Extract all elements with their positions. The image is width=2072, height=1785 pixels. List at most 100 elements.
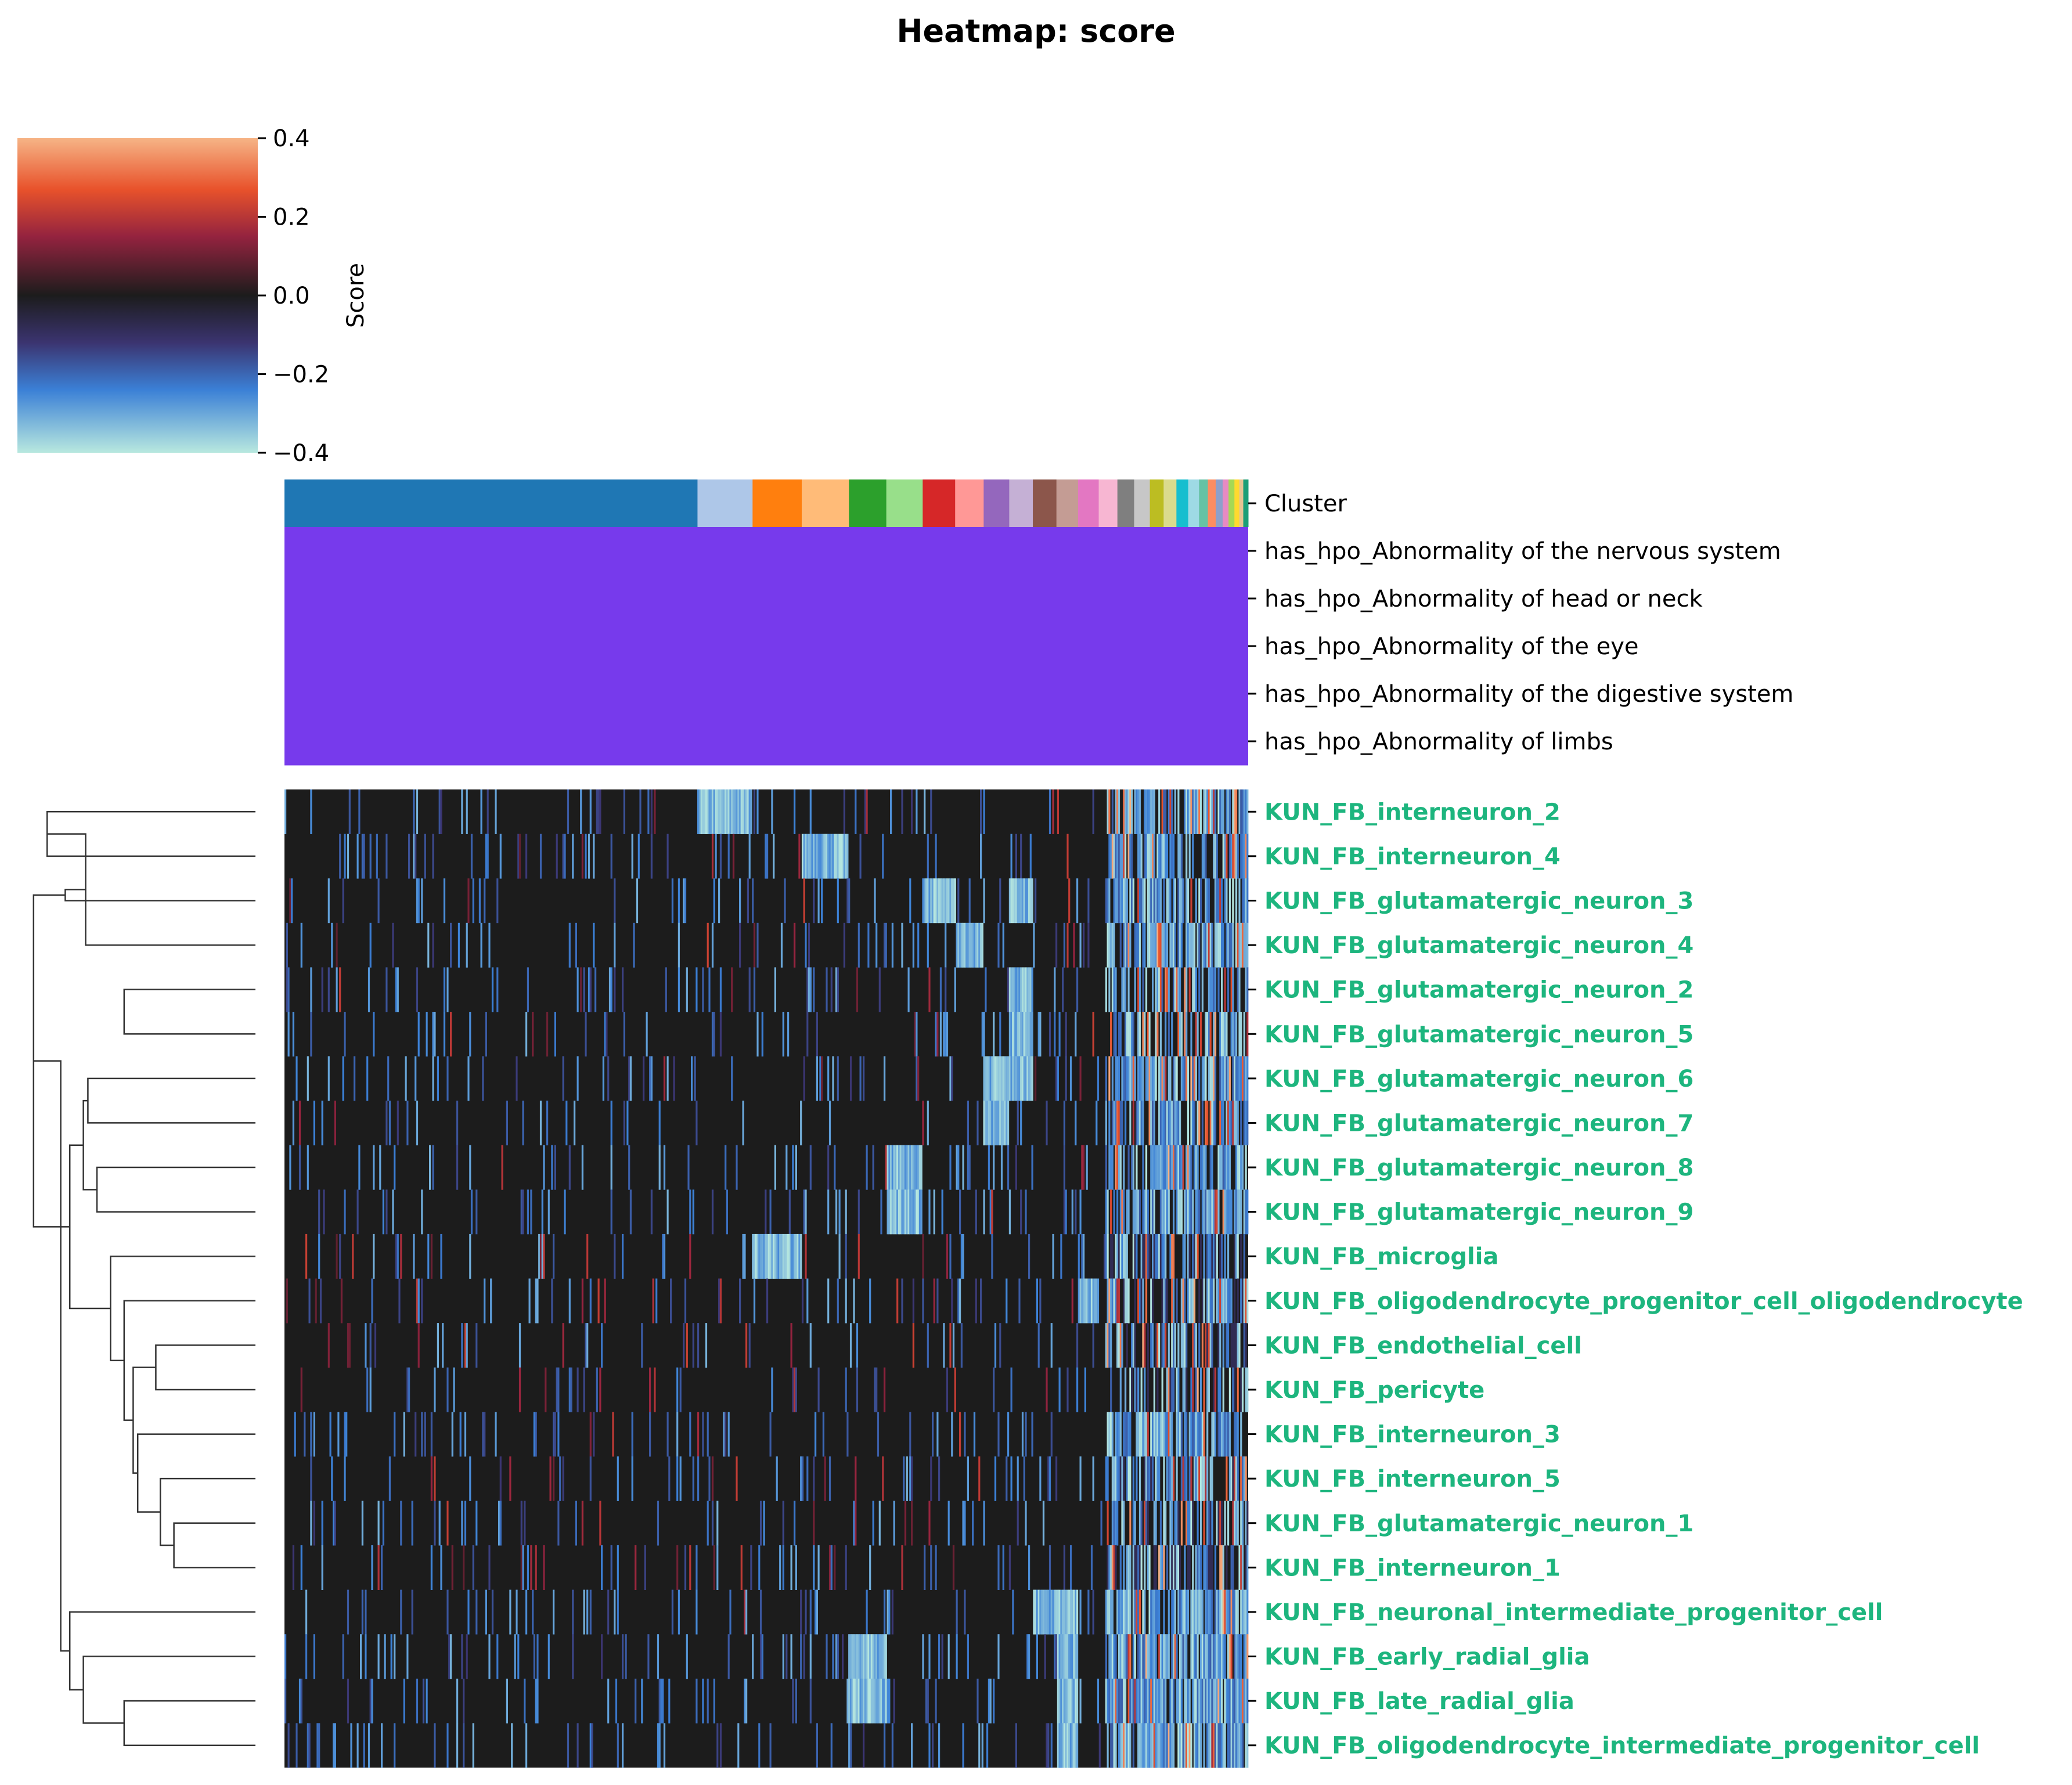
heatmap-cell: [1163, 834, 1165, 879]
heatmap-cell: [1097, 1678, 1100, 1723]
heatmap-cell: [1017, 878, 1019, 924]
heatmap-cell: [911, 1501, 913, 1546]
heatmap-cell: [882, 1456, 884, 1501]
heatmap-cell: [1217, 789, 1220, 834]
cluster-band: [1056, 479, 1079, 527]
heatmap-cell: [1138, 922, 1141, 968]
heatmap-cell: [1243, 1056, 1245, 1101]
heatmap-cell: [697, 1412, 700, 1457]
heatmap-cell: [1150, 789, 1152, 834]
heatmap-cell: [539, 1234, 542, 1279]
heatmap-cell: [1177, 967, 1180, 1012]
heatmap-cell: [1118, 1323, 1120, 1368]
heatmap-cell: [1129, 1012, 1132, 1056]
heatmap-cell: [1216, 1189, 1218, 1235]
heatmap-cell: [1118, 834, 1120, 879]
heatmap-cell: [1232, 1056, 1234, 1101]
heatmap-cell: [347, 1589, 349, 1635]
heatmap-cell: [461, 789, 463, 834]
heatmap-cell: [803, 834, 805, 879]
heatmap-cell: [766, 1234, 769, 1279]
heatmap-cell: [358, 789, 361, 834]
heatmap-cell: [1127, 1678, 1130, 1723]
annotation-label: has_hpo_Abnormality of the eye: [1264, 633, 1639, 660]
heatmap-cell: [1219, 1234, 1221, 1279]
heatmap-cell: [1144, 834, 1146, 879]
heatmap-cell: [1165, 1501, 1167, 1546]
heatmap-cell: [1161, 1367, 1163, 1412]
heatmap-cell: [1002, 922, 1004, 968]
heatmap-cell: [1105, 1456, 1107, 1501]
heatmap-cell: [817, 834, 820, 879]
heatmap-cell: [1206, 1323, 1209, 1368]
heatmap-cell: [1235, 1634, 1238, 1679]
heatmap-cell: [878, 1501, 881, 1546]
heatmap-cell: [1111, 1056, 1114, 1101]
cluster-band: [1163, 479, 1177, 527]
heatmap-cell: [415, 1412, 417, 1457]
heatmap-cell: [856, 967, 859, 1012]
heatmap-cell: [678, 922, 680, 968]
heatmap-cell: [848, 1634, 851, 1679]
heatmap-cell: [617, 1589, 619, 1635]
heatmap-cell: [1000, 1145, 1003, 1190]
heatmap-cell: [1234, 834, 1236, 879]
heatmap-cell: [1201, 1056, 1203, 1101]
heatmap-cell: [1159, 1723, 1162, 1768]
heatmap-cell: [1161, 1278, 1163, 1324]
heatmap-cell: [1107, 1678, 1109, 1723]
heatmap-cell: [1140, 1412, 1143, 1457]
heatmap-cell: [1209, 1056, 1212, 1101]
heatmap-cell: [541, 1189, 543, 1235]
heatmap-cell: [856, 1367, 859, 1412]
heatmap-cell: [1221, 1278, 1223, 1324]
heatmap-cell: [1208, 922, 1210, 968]
heatmap-cell: [1245, 967, 1247, 1012]
heatmap-cell: [1198, 789, 1201, 834]
heatmap-cell: [1155, 1234, 1157, 1279]
annotation-band: [284, 717, 1248, 766]
heatmap-cell: [1028, 1056, 1030, 1101]
heatmap-cell: [413, 834, 415, 879]
heatmap-cell: [999, 1101, 1001, 1146]
heatmap-cell: [907, 967, 910, 1012]
heatmap-cell: [304, 1412, 306, 1457]
heatmap-cell: [1125, 1678, 1127, 1723]
heatmap-cell: [1235, 834, 1238, 879]
heatmap-cell: [1057, 1723, 1059, 1768]
heatmap-cell: [663, 1145, 666, 1190]
heatmap-cell: [1237, 1056, 1239, 1101]
heatmap-cell: [1111, 1145, 1114, 1190]
heatmap-cell: [1097, 1278, 1100, 1324]
heatmap-cell: [1145, 1634, 1148, 1679]
heatmap-cell: [930, 878, 932, 924]
heatmap-cell: [1115, 1056, 1117, 1101]
heatmap-cell: [795, 1145, 797, 1190]
heatmap-cell: [1228, 834, 1231, 879]
heatmap-cell: [1214, 1056, 1217, 1101]
heatmap-cell: [686, 1634, 688, 1679]
heatmap-cell: [756, 1234, 759, 1279]
heatmap-cell: [911, 1145, 913, 1190]
heatmap-cell: [821, 878, 823, 924]
heatmap-cell: [670, 1278, 672, 1324]
heatmap-cell: [607, 1056, 610, 1101]
heatmap-cell: [718, 789, 720, 834]
heatmap-cell: [1057, 1634, 1059, 1679]
heatmap-cell: [686, 1323, 688, 1368]
heatmap-cell: [1240, 1367, 1242, 1412]
heatmap-cell: [1063, 1589, 1065, 1635]
heatmap-cell: [928, 1501, 931, 1546]
heatmap-cell: [318, 1234, 320, 1279]
heatmap-cell: [348, 1323, 351, 1368]
heatmap-cell: [1193, 1145, 1196, 1190]
heatmap-cell: [1246, 789, 1249, 834]
heatmap-cell: [1237, 1101, 1239, 1146]
heatmap-cell: [794, 1234, 796, 1279]
heatmap-cell: [986, 1723, 989, 1768]
heatmap-cell: [298, 1145, 301, 1190]
heatmap-cell: [450, 1012, 452, 1056]
heatmap-cell: [1219, 878, 1221, 924]
heatmap-cell: [1152, 1323, 1154, 1368]
heatmap-cell: [993, 1367, 995, 1412]
